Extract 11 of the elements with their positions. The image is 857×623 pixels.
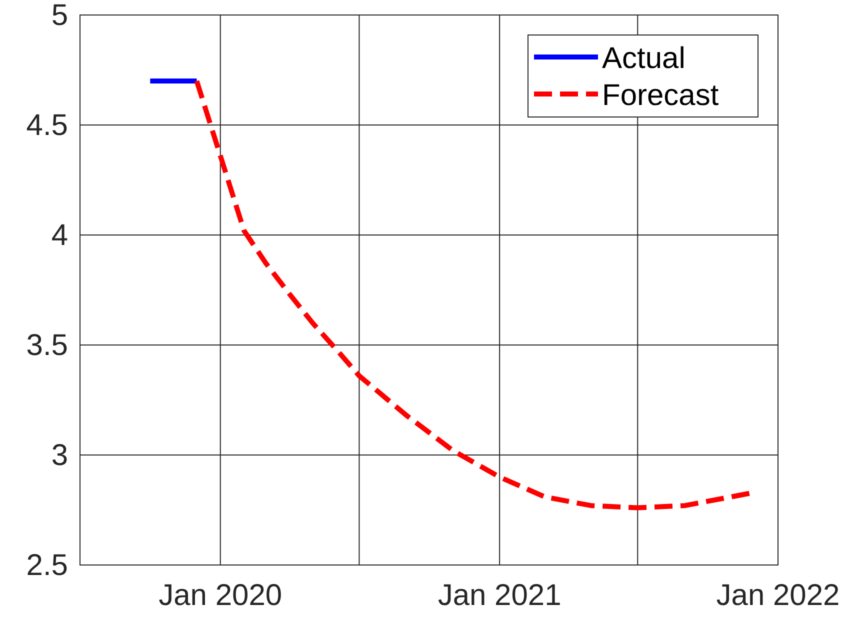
legend-label: Forecast (602, 79, 720, 112)
y-tick-label: 3 (51, 439, 68, 472)
y-tick-label: 2.5 (26, 549, 68, 582)
y-tick-label: 5 (51, 0, 68, 32)
x-tick-label: Jan 2022 (716, 579, 840, 612)
legend-label: Actual (602, 42, 686, 75)
y-tick-label: 4 (51, 219, 68, 252)
y-tick-label: 4.5 (26, 109, 68, 142)
x-tick-label: Jan 2021 (438, 579, 562, 612)
y-tick-label: 3.5 (26, 329, 68, 362)
x-tick-label: Jan 2020 (158, 579, 282, 612)
